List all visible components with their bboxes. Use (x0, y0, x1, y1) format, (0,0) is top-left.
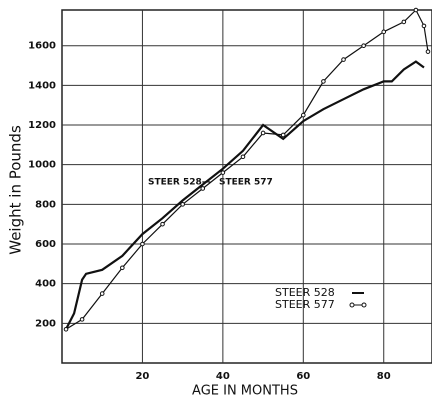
y-tick-label: 800 (35, 199, 56, 210)
point (361, 43, 366, 48)
point (63, 326, 69, 332)
plot-frame (61, 9, 432, 364)
point (120, 265, 125, 271)
y-tick-label: 600 (35, 239, 56, 250)
x-tick-label: 20 (135, 371, 149, 382)
point (413, 7, 419, 13)
legend-label: STEER 528 (275, 286, 335, 299)
annotation: STEER 577 (219, 178, 273, 188)
point (220, 170, 226, 175)
legend-swatch (361, 302, 367, 308)
annotation: STEER 528— (148, 178, 211, 188)
point (280, 132, 286, 138)
x-tick-label: 80 (377, 371, 391, 382)
point (421, 23, 427, 29)
y-tick-label: 1600 (28, 41, 56, 52)
point (79, 317, 85, 322)
y-tick-label: 1000 (28, 160, 56, 171)
series-line (65, 60, 425, 330)
point (200, 186, 206, 191)
point (140, 241, 145, 247)
x-tick-label: 60 (296, 371, 310, 382)
legend-label: STEER 577 (275, 298, 335, 311)
point (260, 130, 266, 136)
point (99, 291, 105, 296)
point (425, 49, 431, 54)
point (321, 79, 326, 84)
y-tick-label: 1200 (28, 120, 56, 131)
point (301, 112, 306, 118)
x-tick-label: 40 (216, 371, 230, 382)
point (381, 29, 387, 35)
y-tick-label: 400 (35, 279, 56, 290)
y-tick-label: 1400 (28, 80, 56, 91)
x-axis-label: AGE IN MONTHS (192, 384, 298, 399)
series-line (65, 8, 429, 330)
legend-swatch (349, 302, 355, 308)
point (341, 57, 346, 62)
point (401, 19, 407, 25)
y-axis-label: Weight in Pounds (7, 125, 25, 255)
point (240, 154, 246, 160)
point (160, 221, 165, 227)
point (180, 202, 185, 207)
y-tick-label: 200 (35, 318, 56, 329)
